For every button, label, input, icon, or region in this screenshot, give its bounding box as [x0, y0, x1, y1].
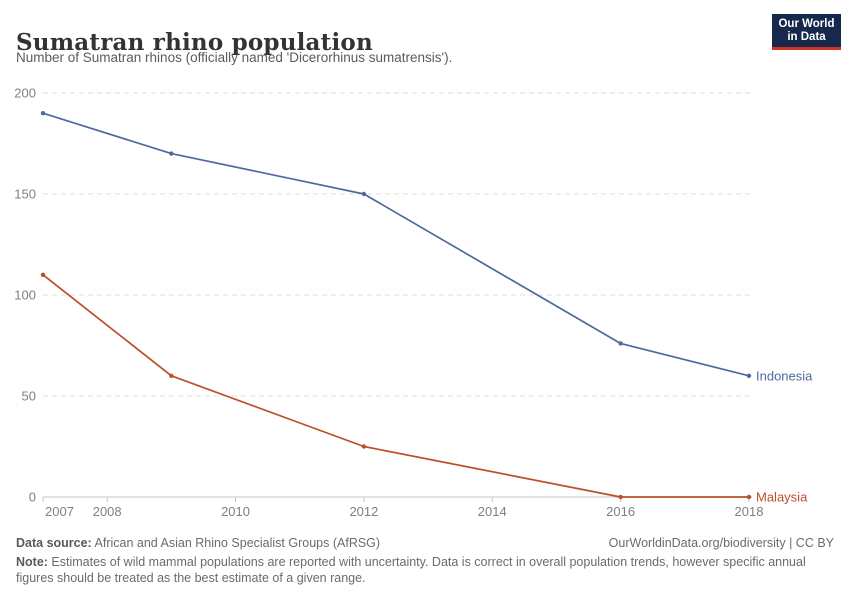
line-chart: 0 50 100 150 200 2007 2008 2010 2012 2014 2016 2018…: [14, 86, 813, 520]
data-source: Data source: African and Asian Rhino Spe…: [16, 535, 380, 552]
owid-logo-line1: Our World: [778, 17, 835, 30]
data-point-indonesia-2012: [361, 191, 367, 197]
data-point-indonesia-2007: [40, 111, 46, 116]
x-axis-label-2018: 2018: [735, 504, 764, 519]
data-point-indonesia-2016: [618, 341, 623, 346]
data-point-malaysia-2012: [361, 444, 367, 449]
data-point-malaysia-2009: [169, 373, 174, 378]
chart-footer: Data source: African and Asian Rhino Spe…: [16, 535, 834, 586]
note-text: Estimates of wild mammal populations are…: [16, 555, 806, 585]
owid-logo-line2: in Data: [787, 30, 826, 43]
y-axis-label-150: 150: [14, 187, 36, 202]
y-axis-label-50: 50: [22, 389, 36, 404]
series-line-malaysia: [42, 273, 750, 498]
x-axis-label-2008: 2008: [93, 504, 122, 519]
series-line-indonesia: [42, 112, 750, 377]
page-title: Sumatran rhino population: [16, 29, 373, 57]
note-label: Note:: [16, 555, 48, 569]
series-end-label-indonesia[interactable]: Indonesia: [756, 368, 813, 383]
owid-link[interactable]: OurWorldinData.org/biodiversity | CC BY: [608, 536, 834, 550]
x-axis-label-2007: 2007: [45, 504, 74, 519]
x-axis-label-2012: 2012: [349, 504, 378, 519]
chart-subtitle: Number of Sumatran rhinos (officially na…: [16, 50, 453, 65]
data-point-indonesia-2009: [169, 151, 174, 156]
x-axis-label-2010: 2010: [221, 504, 250, 519]
data-point-indonesia-2018: [746, 373, 752, 378]
series-end-label-malaysia[interactable]: Malaysia: [756, 490, 808, 505]
chart-note: Note: Estimates of wild mammal populatio…: [16, 554, 808, 586]
y-axis-label-100: 100: [14, 288, 36, 303]
owid-logo[interactable]: Our World in Data: [772, 14, 841, 50]
data-source-text: African and Asian Rhino Specialist Group…: [91, 536, 381, 550]
data-source-label: Data source:: [16, 536, 92, 550]
data-point-malaysia-2018: [746, 494, 752, 500]
x-axis-label-2014: 2014: [478, 504, 507, 519]
x-axis-label-2016: 2016: [606, 504, 635, 519]
data-point-malaysia-2016: [618, 494, 623, 500]
y-axis-label-0: 0: [29, 490, 36, 505]
data-point-malaysia-2007: [40, 272, 46, 277]
y-axis-label-200: 200: [14, 86, 36, 101]
